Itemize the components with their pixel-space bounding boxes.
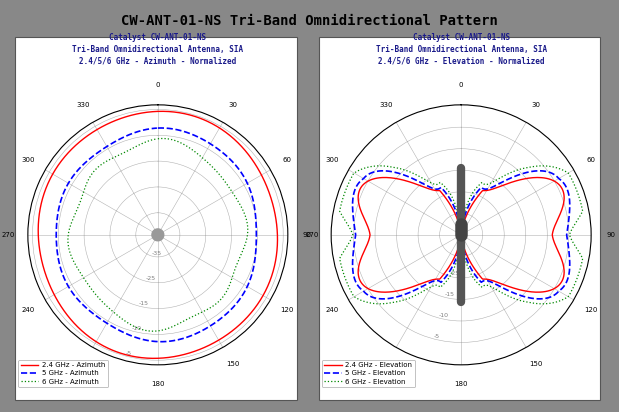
5 GHz - Elevation	[514, 173, 521, 178]
2.4 GHz - Elevation	[400, 287, 407, 292]
2.4 GHz - Elevation	[458, 229, 465, 234]
Polygon shape	[152, 229, 164, 241]
5 GHz - Azimuth	[252, 216, 259, 221]
6 GHz - Azimuth	[154, 136, 162, 141]
Text: Catalyst CW-ANT-01-NS
Tri-Band Omnidirectional Antenna, SIA
2.4/5/6 GHz - Elevat: Catalyst CW-ANT-01-NS Tri-Band Omnidirec…	[376, 33, 547, 66]
2.4 GHz - Elevation	[555, 216, 562, 221]
5 GHz - Elevation	[352, 279, 359, 283]
6 GHz - Azimuth	[166, 137, 173, 142]
5 GHz - Elevation	[457, 232, 465, 237]
5 GHz - Azimuth	[252, 250, 259, 255]
Line: 6 GHz - Azimuth: 6 GHz - Azimuth	[68, 138, 248, 331]
2.4 GHz - Elevation	[457, 232, 465, 237]
Legend: 2.4 GHz - Elevation, 5 GHz - Elevation, 6 GHz - Elevation: 2.4 GHz - Elevation, 5 GHz - Elevation, …	[322, 360, 415, 387]
Line: 6 GHz - Elevation: 6 GHz - Elevation	[340, 166, 582, 304]
Text: CW-ANT-01-NS Tri-Band Omnidirectional Pattern: CW-ANT-01-NS Tri-Band Omnidirectional Pa…	[121, 14, 498, 28]
Legend: 2.4 GHz - Azimuth, 5 GHz - Azimuth, 6 GHz - Azimuth: 2.4 GHz - Azimuth, 5 GHz - Azimuth, 6 GH…	[19, 360, 108, 387]
6 GHz - Azimuth	[233, 262, 240, 267]
2.4 GHz - Azimuth	[269, 201, 276, 206]
2.4 GHz - Elevation	[559, 187, 566, 192]
5 GHz - Elevation	[365, 293, 373, 298]
6 GHz - Elevation	[357, 297, 365, 302]
6 GHz - Elevation	[521, 166, 528, 171]
2.4 GHz - Azimuth	[154, 109, 162, 114]
5 GHz - Elevation	[459, 224, 466, 229]
6 GHz - Elevation	[457, 232, 465, 237]
6 GHz - Azimuth	[162, 136, 169, 141]
5 GHz - Azimuth	[165, 126, 173, 131]
5 GHz - Azimuth	[67, 288, 74, 293]
5 GHz - Azimuth	[167, 126, 175, 131]
6 GHz - Elevation	[386, 301, 393, 306]
6 GHz - Azimuth	[243, 218, 250, 222]
6 GHz - Azimuth	[154, 136, 161, 141]
5 GHz - Azimuth	[253, 232, 260, 237]
5 GHz - Azimuth	[79, 302, 87, 307]
Line: 2.4 GHz - Elevation: 2.4 GHz - Elevation	[358, 178, 564, 292]
2.4 GHz - Azimuth	[188, 113, 195, 118]
2.4 GHz - Azimuth	[168, 109, 176, 114]
6 GHz - Elevation	[565, 171, 573, 176]
6 GHz - Azimuth	[82, 279, 89, 283]
6 GHz - Azimuth	[91, 291, 98, 296]
2.4 GHz - Azimuth	[53, 297, 61, 302]
5 GHz - Azimuth	[153, 126, 160, 131]
2.4 GHz - Azimuth	[239, 145, 246, 150]
6 GHz - Azimuth	[240, 247, 247, 252]
2.4 GHz - Elevation	[507, 180, 514, 185]
5 GHz - Azimuth	[227, 157, 234, 162]
5 GHz - Elevation	[457, 232, 465, 237]
2.4 GHz - Elevation	[555, 248, 562, 253]
6 GHz - Elevation	[577, 212, 584, 217]
2.4 GHz - Azimuth	[272, 214, 279, 219]
Line: 5 GHz - Elevation: 5 GHz - Elevation	[353, 171, 569, 299]
6 GHz - Elevation	[459, 218, 467, 222]
5 GHz - Elevation	[393, 295, 400, 300]
2.4 GHz - Elevation	[457, 232, 465, 237]
5 GHz - Azimuth	[154, 126, 162, 131]
6 GHz - Elevation	[577, 253, 584, 258]
2.4 GHz - Elevation	[371, 288, 378, 293]
2.4 GHz - Azimuth	[153, 109, 160, 114]
Line: 5 GHz - Azimuth: 5 GHz - Azimuth	[56, 128, 256, 342]
6 GHz - Elevation	[457, 232, 465, 237]
2.4 GHz - Azimuth	[66, 315, 73, 320]
Line: 2.4 GHz - Azimuth: 2.4 GHz - Azimuth	[38, 111, 277, 358]
5 GHz - Elevation	[566, 213, 573, 218]
Text: Catalyst CW-ANT-01-NS
Tri-Band Omnidirectional Antenna, SIA
2.4/5/6 GHz - Azimut: Catalyst CW-ANT-01-NS Tri-Band Omnidirec…	[72, 33, 243, 66]
6 GHz - Azimuth	[214, 170, 222, 175]
2.4 GHz - Azimuth	[272, 253, 280, 258]
5 GHz - Elevation	[565, 249, 573, 254]
